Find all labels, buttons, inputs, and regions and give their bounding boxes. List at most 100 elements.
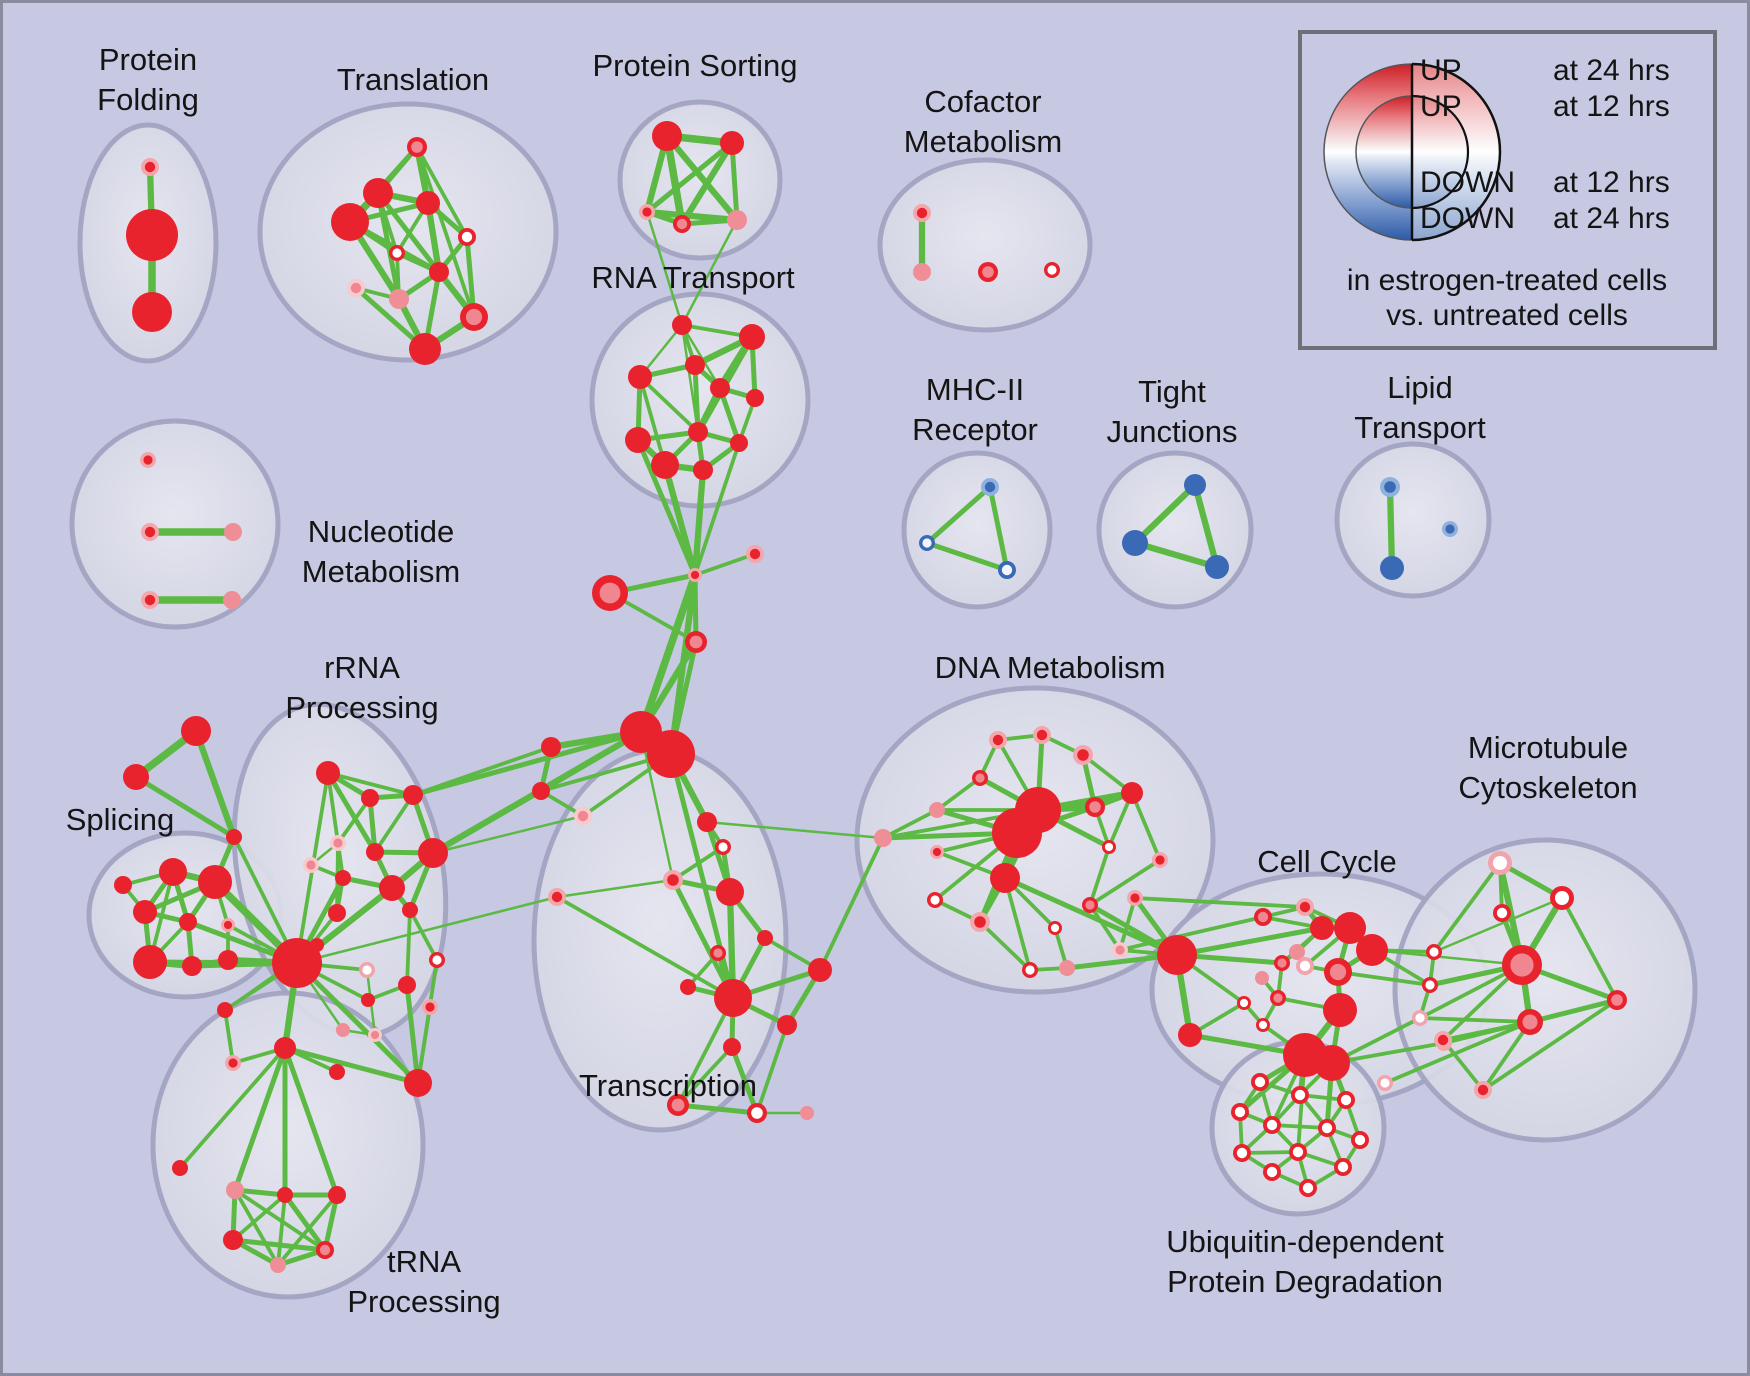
node-D12-core xyxy=(1104,842,1114,852)
network-node-U3 xyxy=(1337,1091,1355,1109)
node-TN8-ring xyxy=(270,1257,286,1273)
node-D4-core xyxy=(975,773,985,783)
node-D20-core xyxy=(1115,945,1125,955)
cluster-splicing-label: Splicing xyxy=(66,802,175,837)
network-edge-TL1-TC3 xyxy=(555,878,675,899)
network-edge-TN3-TN8 xyxy=(233,1188,280,1267)
network-edge-T1-T10 xyxy=(415,145,476,319)
network-node-SR1 xyxy=(272,938,322,988)
network-node-RT11 xyxy=(693,460,713,480)
network-edge-M5-M11 xyxy=(1383,1020,1532,1085)
network-node-L1 xyxy=(541,737,561,757)
network-node-MH2 xyxy=(919,535,935,551)
node-D8-ring xyxy=(1121,782,1143,804)
node-TC12-core xyxy=(671,1098,685,1112)
node-TC3-core xyxy=(667,874,679,886)
node-CC13-core xyxy=(1239,998,1249,1008)
network-node-CM4 xyxy=(1044,262,1060,278)
network-node-CC9 xyxy=(1296,957,1314,975)
node-U2-core xyxy=(1294,1089,1306,1101)
network-node-TN6 xyxy=(223,1230,243,1250)
network-node-U9 xyxy=(1289,1143,1307,1161)
network-node-MH3 xyxy=(998,561,1016,579)
node-CC22-core xyxy=(1415,1013,1425,1023)
node-TN7-core xyxy=(319,1244,331,1256)
network-edge-RT4-RT8 xyxy=(692,362,701,435)
cluster-mhc-ii-receptor-label: Receptor xyxy=(912,412,1038,447)
node-X10-ring xyxy=(336,1023,350,1037)
network-node-CC10 xyxy=(1324,958,1352,986)
node-T4-ring xyxy=(416,191,440,215)
node-C2-core xyxy=(749,548,761,560)
network-node-CM3 xyxy=(978,262,998,282)
node-RT2-ring xyxy=(739,324,765,350)
node-X9-ring xyxy=(404,1069,432,1097)
network-node-S6 xyxy=(133,945,167,979)
network-node-D19 xyxy=(1048,921,1062,935)
network-node-S2 xyxy=(198,865,232,899)
network-node-TJ2 xyxy=(1122,530,1148,556)
network-edge-MH1-MH2 xyxy=(924,484,993,546)
legend-row-3-time: at 24 hrs xyxy=(1553,202,1670,235)
node-M10-core xyxy=(1477,1084,1489,1096)
node-C4-core xyxy=(689,635,703,649)
node-M3-core xyxy=(1496,907,1508,919)
network-node-C4 xyxy=(685,631,707,653)
node-T11-ring xyxy=(409,333,441,365)
node-PF2-ring xyxy=(126,209,178,261)
network-node-RT9 xyxy=(730,434,748,452)
network-node-L3 xyxy=(574,807,592,825)
network-edge-PS2-PS4 xyxy=(678,139,736,228)
legend-layer: UP at 24 hrs UP at 12 hrs DOWN at 12 hrs DOWN a… xyxy=(1298,30,1717,350)
node-R14-ring xyxy=(310,938,324,952)
legend-fade-inner-right xyxy=(1412,96,1468,208)
node-T2-ring xyxy=(331,203,369,241)
network-node-T5 xyxy=(458,228,476,246)
cluster-transcription-label: Transcription xyxy=(579,1068,757,1103)
network-node-CC18 xyxy=(1314,1045,1350,1081)
node-T1-core xyxy=(411,141,423,153)
node-MH2-core xyxy=(922,538,932,548)
node-TC14-ring xyxy=(800,1106,814,1120)
network-node-CC8 xyxy=(1274,955,1290,971)
network-node-D21 xyxy=(1022,962,1038,978)
cluster-translation-label: Translation xyxy=(337,62,489,97)
network-node-M2 xyxy=(1550,886,1574,910)
node-U3-core xyxy=(1340,1094,1352,1106)
network-edge-TL1-SR1 xyxy=(295,895,559,965)
network-edge-D12-D17 xyxy=(1088,845,1111,907)
network-edge-D17-D20 xyxy=(1088,903,1122,952)
network-node-PS1 xyxy=(652,121,682,151)
network-node-D15 xyxy=(927,892,943,908)
node-TC11-ring xyxy=(723,1038,741,1056)
node-CC12-core xyxy=(1273,993,1283,1003)
node-T6-core xyxy=(392,248,402,258)
network-edge-RT7-C1 xyxy=(635,437,698,578)
network-node-CC20 xyxy=(1426,944,1442,960)
network-edge-TN1-TN3 xyxy=(232,1045,288,1193)
network-node-T11 xyxy=(409,333,441,365)
network-node-HUB2 xyxy=(647,730,695,778)
node-RT6-ring xyxy=(746,389,764,407)
node-NM4-core xyxy=(144,594,156,606)
network-edge-TN3-TN7 xyxy=(233,1188,327,1252)
network-edge-T1-T5 xyxy=(415,145,469,239)
node-CC4-ring xyxy=(1310,916,1334,940)
network-node-CC6 xyxy=(1356,934,1388,966)
node-TC9-ring xyxy=(714,979,752,1017)
cluster-mhc-ii-receptor-label: MHC-II xyxy=(926,372,1024,407)
node-TC5-ring xyxy=(757,930,773,946)
node-TJ1-ring xyxy=(1184,474,1206,496)
network-node-RT6 xyxy=(746,389,764,407)
node-D1-core xyxy=(992,734,1004,746)
network-edge-M5-M6 xyxy=(1527,997,1620,1025)
network-node-PS2 xyxy=(720,131,744,155)
node-RT5-ring xyxy=(710,378,730,398)
node-D6-ring xyxy=(874,829,892,847)
network-edge-R2-R7 xyxy=(373,793,415,854)
node-CM2-ring xyxy=(913,263,931,281)
node-TN6-ring xyxy=(223,1230,243,1250)
node-M4-core xyxy=(1510,953,1534,977)
legend-row-2-time: at 12 hrs xyxy=(1553,166,1670,199)
cluster-nucleotide-metabolism-ellipse xyxy=(69,418,281,630)
